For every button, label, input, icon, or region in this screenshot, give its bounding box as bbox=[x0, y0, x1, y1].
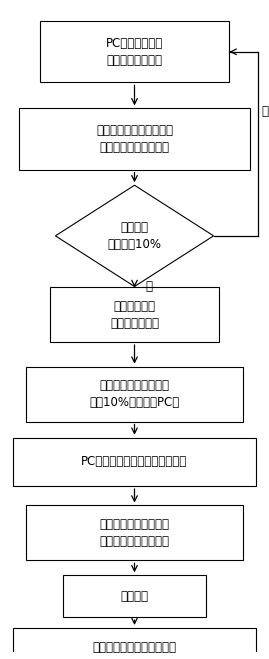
FancyBboxPatch shape bbox=[13, 628, 256, 659]
Text: 发送充电请求
指令给主控单元: 发送充电请求 指令给主控单元 bbox=[110, 300, 159, 330]
Text: 电量充满: 电量充满 bbox=[121, 590, 148, 603]
FancyBboxPatch shape bbox=[63, 575, 206, 617]
Text: 是: 是 bbox=[145, 280, 152, 293]
FancyBboxPatch shape bbox=[26, 366, 243, 422]
FancyBboxPatch shape bbox=[26, 505, 243, 560]
Text: 判断电量
是否低于10%: 判断电量 是否低于10% bbox=[108, 221, 161, 251]
FancyBboxPatch shape bbox=[13, 438, 256, 486]
Polygon shape bbox=[55, 185, 214, 287]
Text: 否: 否 bbox=[261, 105, 268, 118]
Text: 拆除充电链路并显示指示灯: 拆除充电链路并显示指示灯 bbox=[93, 641, 176, 654]
Text: PC端周期性向主
控端发送数据请求: PC端周期性向主 控端发送数据请求 bbox=[106, 37, 163, 67]
Text: 主控单元接收指令并向手
机端发送电量检测指令: 主控单元接收指令并向手 机端发送电量检测指令 bbox=[96, 124, 173, 154]
Text: 主控单元发送手机电量
低于10%的数据给PC端: 主控单元发送手机电量 低于10%的数据给PC端 bbox=[89, 379, 180, 409]
FancyBboxPatch shape bbox=[50, 287, 219, 342]
FancyBboxPatch shape bbox=[19, 108, 250, 169]
Text: PC端进行确认并反馈给主控单元: PC端进行确认并反馈给主控单元 bbox=[82, 455, 187, 469]
FancyBboxPatch shape bbox=[40, 21, 229, 82]
Text: 主控单元发送指令给充
电单元并建立充电链路: 主控单元发送指令给充 电单元并建立充电链路 bbox=[100, 518, 169, 548]
